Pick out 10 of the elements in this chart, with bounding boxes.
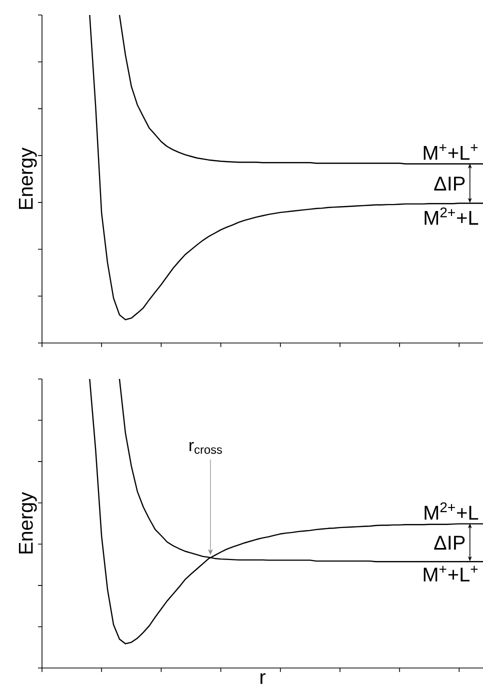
annotation: ΔIP bbox=[434, 176, 465, 190]
x-axis-title: r bbox=[260, 673, 266, 684]
annotation: r$_{cross}$ bbox=[190, 442, 222, 454]
legend-label: M$^{2+}$+L bbox=[424, 207, 478, 225]
legend-label: M$^{+}$+L$^{+}$ bbox=[424, 566, 478, 582]
y-axis-title: Energy bbox=[18, 492, 37, 554]
series-label: M$^{+}$+L$^{+}$ bbox=[424, 144, 478, 160]
y-axis-title: Energy bbox=[18, 147, 37, 209]
annotation: ΔIP bbox=[434, 536, 465, 550]
series-label: M$^{2+}$+L bbox=[424, 502, 478, 520]
